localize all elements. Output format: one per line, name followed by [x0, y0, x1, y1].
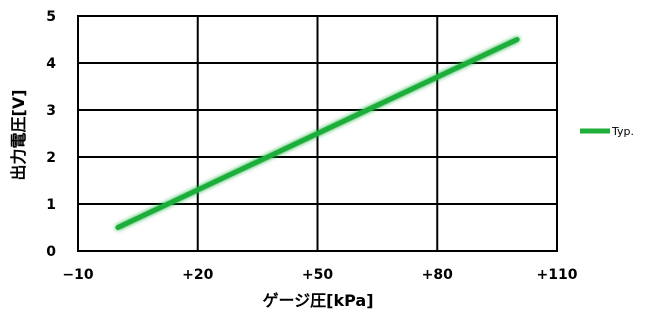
y-tick-labels: 0 1 2 3 4 5: [46, 9, 56, 260]
x-tick-label: +80: [422, 267, 453, 283]
y-axis-title: 出力電圧[V]: [9, 89, 28, 180]
legend: Typ.: [580, 125, 634, 138]
y-tick-label: 1: [46, 197, 56, 213]
legend-label: Typ.: [611, 125, 634, 138]
y-tick-label: 3: [46, 103, 56, 119]
y-tick-label: 4: [46, 56, 56, 72]
plot-area-frame: [77, 15, 558, 252]
y-tick-label: 5: [46, 9, 56, 25]
plot-frame-layer: [77, 15, 558, 252]
x-tick-label: −10: [62, 267, 93, 283]
x-tick-label: +110: [537, 267, 578, 283]
x-tick-labels: −10 +20 +50 +80 +110: [62, 267, 577, 283]
y-tick-label: 0: [46, 244, 56, 260]
y-tick-label: 2: [46, 150, 56, 166]
grid-layer: [78, 16, 557, 251]
series-line-typ: [115, 37, 520, 230]
x-axis-title: ゲージ圧[kPa]: [262, 291, 373, 310]
x-tick-label: +50: [302, 267, 333, 283]
series-layer: [115, 37, 520, 230]
x-tick-label: +20: [182, 267, 213, 283]
